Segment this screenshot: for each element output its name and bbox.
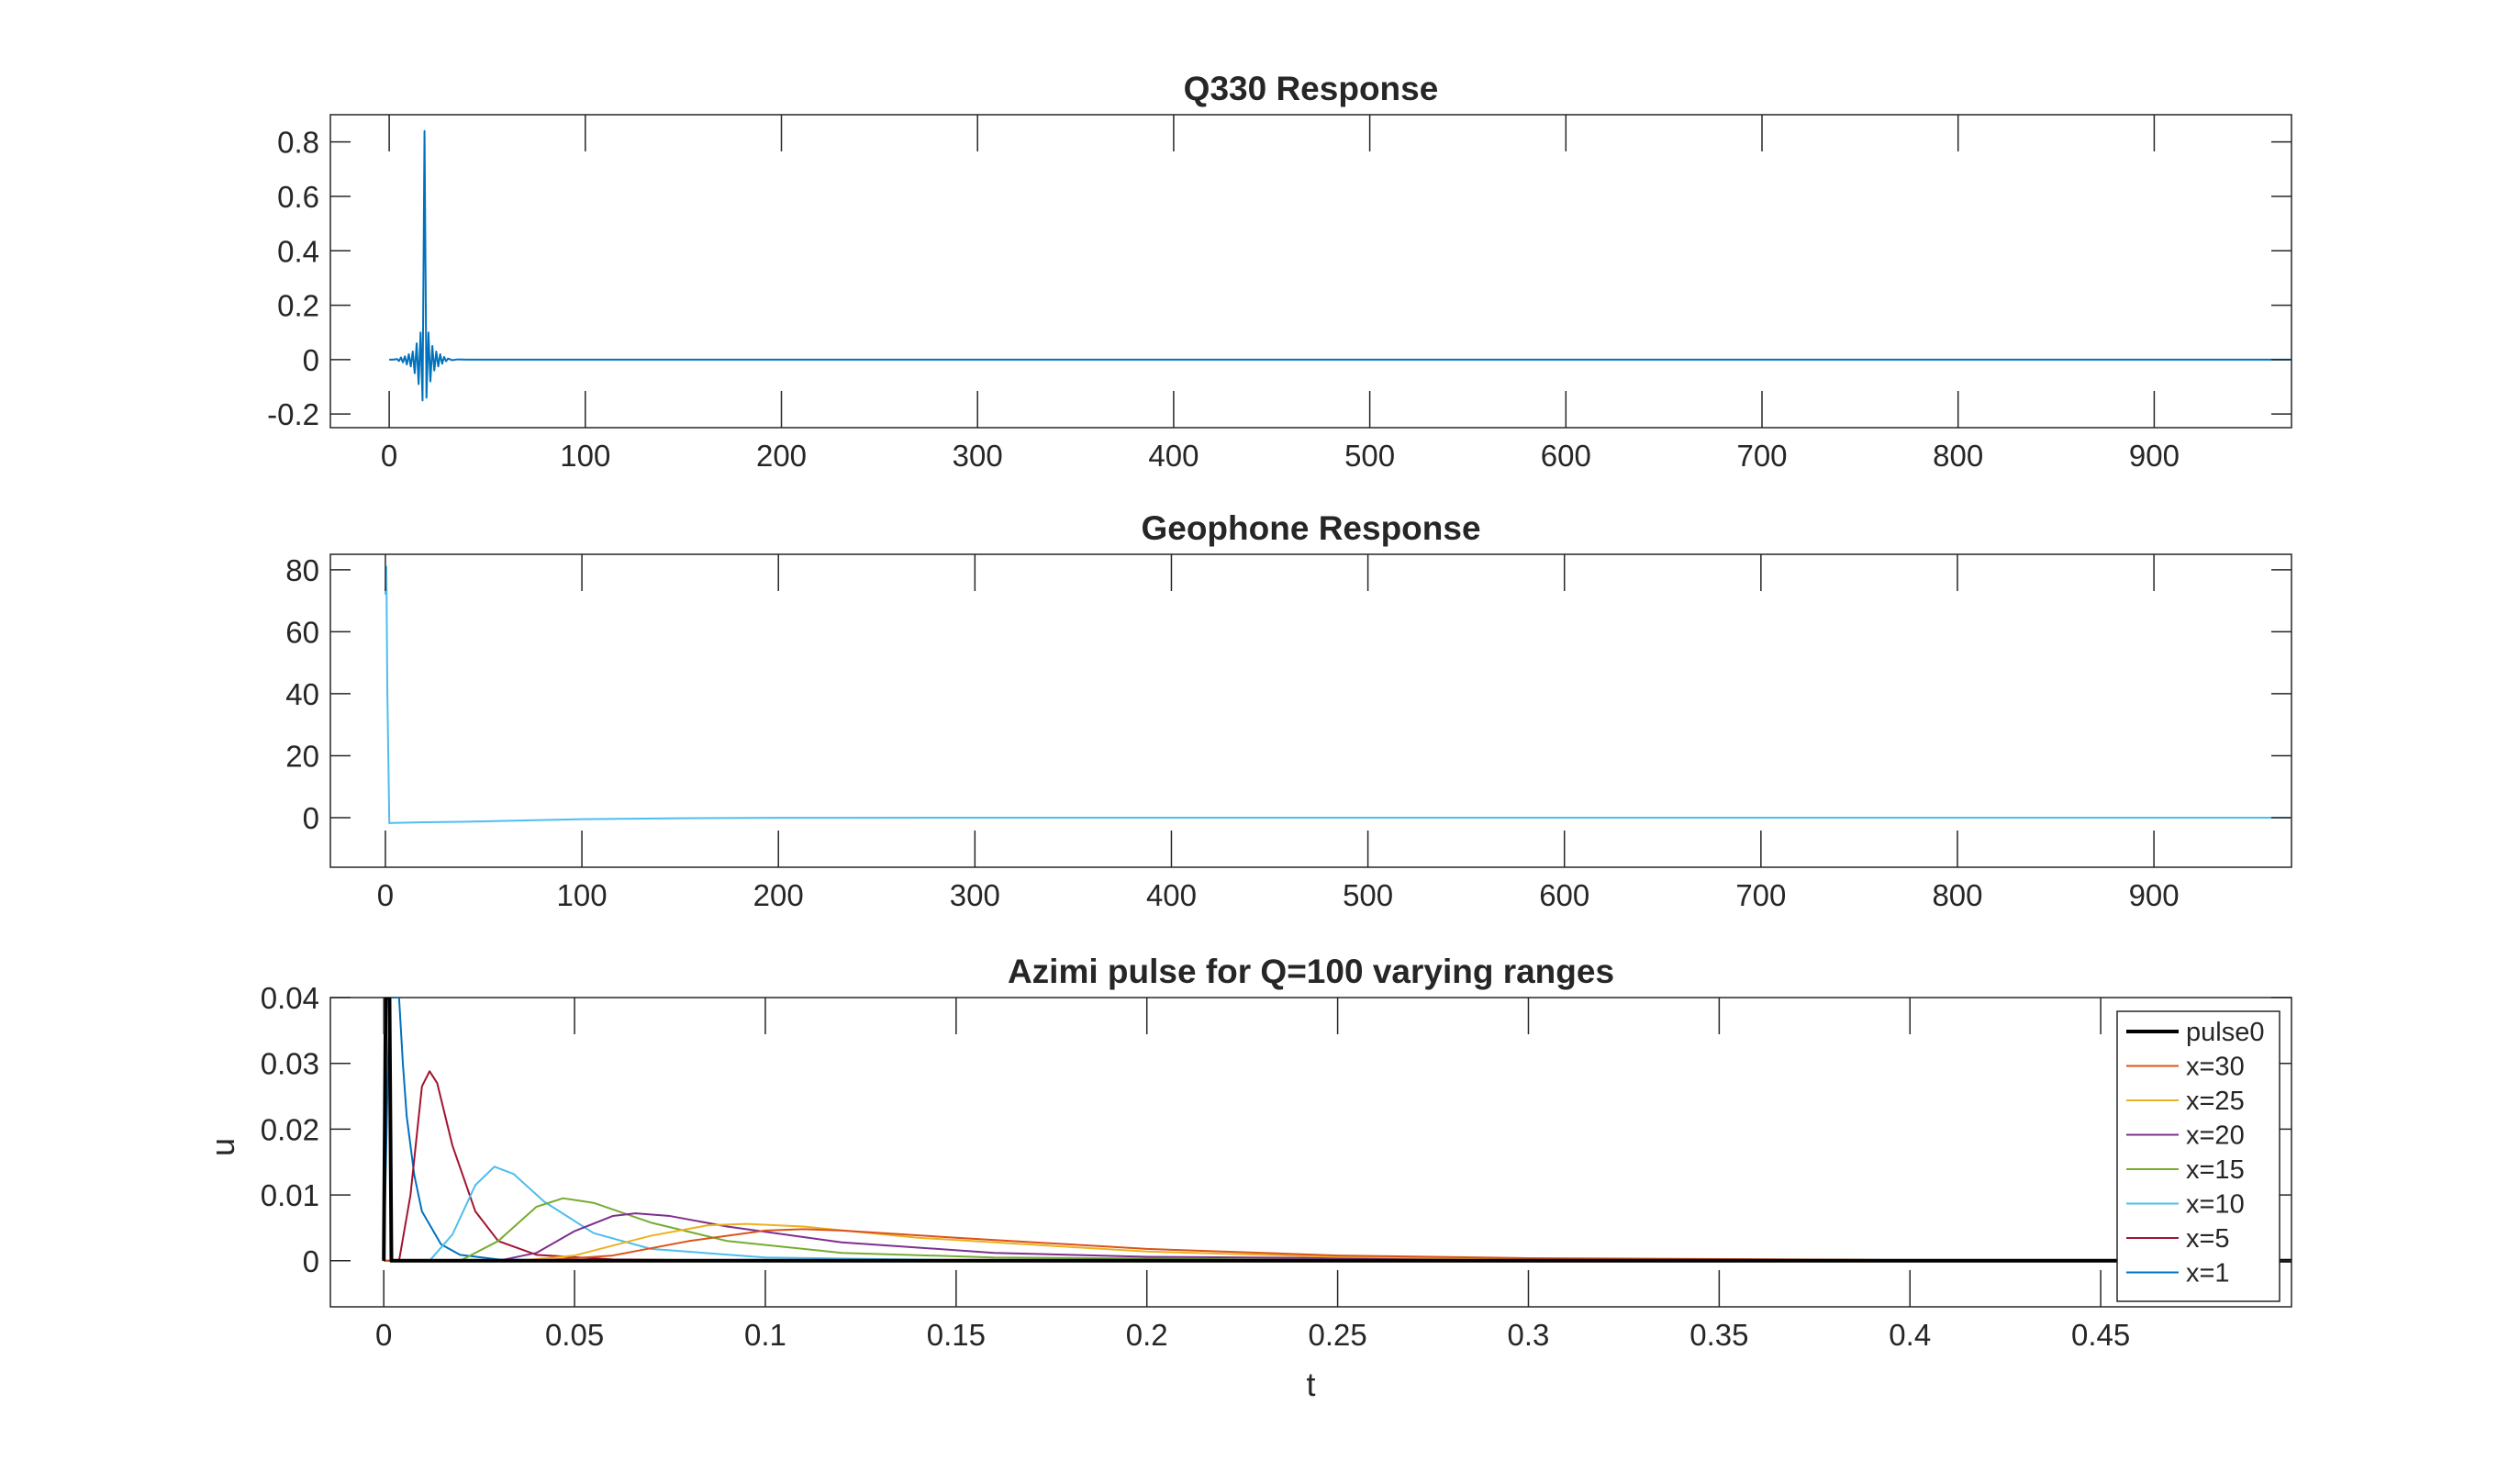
legend-entry: x=5 <box>2186 1224 2230 1254</box>
y-tick-label: 60 <box>285 615 319 649</box>
y-tick-label: 40 <box>285 677 319 711</box>
series-line-1 <box>384 565 2291 825</box>
x-tick-label: 300 <box>953 439 1003 473</box>
x-tick-label: 800 <box>1933 439 1983 473</box>
legend: pulse0 x=30 x=25 x=20 x=15 x=10 x=5 x=1 <box>2116 1010 2280 1302</box>
y-tick-label: 0.8 <box>277 126 319 160</box>
subplot-3: 0 0.05 0.1 0.15 0.2 0.25 0.3 0.35 0.4 0.45 0 0.01 0.… <box>204 953 2292 1403</box>
y-tick-label: 0.02 <box>261 1112 319 1146</box>
x-tick-label: 0.1 <box>744 1318 786 1352</box>
x-tick-label: 0.2 <box>1126 1318 1168 1352</box>
y-tick-label: 0.04 <box>261 981 319 1015</box>
x-axis-label: t <box>1306 1366 1315 1403</box>
chart-title: Q330 Response <box>1184 70 1439 107</box>
x-tick-label: 900 <box>2129 439 2180 473</box>
x-tick-label: 0.05 <box>545 1318 604 1352</box>
y-tick-label: 0.2 <box>277 289 319 323</box>
plot-area <box>389 129 2291 402</box>
x-tick-label: 800 <box>1932 878 1982 912</box>
legend-entry: pulse0 <box>2186 1018 2264 1047</box>
series-line-x-15 <box>384 1197 2291 1262</box>
x-tick-label: 100 <box>560 439 610 473</box>
y-tick-label: 80 <box>285 553 319 587</box>
series-line-1 <box>389 129 2291 402</box>
y-tick-label: 0.4 <box>277 234 319 268</box>
x-tick-label: 200 <box>756 439 807 473</box>
x-tick-label: 0.3 <box>1508 1318 1550 1352</box>
x-tick-label: 0.15 <box>927 1318 986 1352</box>
x-tick-label: 0.25 <box>1308 1318 1366 1352</box>
legend-entry: x=20 <box>2186 1121 2245 1151</box>
x-tick-label: 700 <box>1736 439 1787 473</box>
x-tick-label: 0.45 <box>2071 1318 2130 1352</box>
legend-entry: x=30 <box>2186 1053 2245 1082</box>
x-tick-label: 0.4 <box>1889 1318 1931 1352</box>
x-tick-label: 400 <box>1148 439 1199 473</box>
x-tick-label: 0.35 <box>1689 1318 1748 1352</box>
x-tick-label: 200 <box>753 878 804 912</box>
legend-entry: x=1 <box>2186 1259 2230 1288</box>
chart-title: Azimi pulse for Q=100 varying ranges <box>1008 953 1614 990</box>
legend-box <box>2116 1010 2280 1302</box>
x-tick-label: 400 <box>1146 878 1197 912</box>
y-tick-label: 0 <box>303 343 319 377</box>
series-line-x-30 <box>384 1228 2291 1262</box>
y-tick-label: 0.03 <box>261 1047 319 1081</box>
y-tick-label: 0 <box>303 801 319 835</box>
x-tick-label: 500 <box>1343 878 1393 912</box>
subplot-1: 0 100 200 300 400 500 600 700 800 900 -0.2 0 0.2 0.4 0… <box>267 70 2292 473</box>
series-line-pulse0 <box>382 998 2291 1263</box>
y-tick-label: -0.2 <box>267 397 319 431</box>
x-tick-label: 900 <box>2129 878 2180 912</box>
axes-box <box>329 114 2292 429</box>
legend-entry: x=15 <box>2186 1155 2245 1185</box>
x-tick-label: 300 <box>950 878 1000 912</box>
series-line-x-10 <box>384 1165 2291 1262</box>
x-tick-label: 100 <box>557 878 608 912</box>
plot-area <box>382 998 2291 1263</box>
axes-box <box>329 553 2292 868</box>
x-tick-label: 700 <box>1735 878 1786 912</box>
y-tick-label: 0.6 <box>277 180 319 214</box>
x-tick-label: 600 <box>1539 878 1589 912</box>
chart-title: Geophone Response <box>1141 509 1480 547</box>
x-tick-label: 0 <box>375 1318 392 1352</box>
x-tick-label: 600 <box>1541 439 1591 473</box>
y-tick-label: 0 <box>303 1244 319 1278</box>
legend-entry: x=10 <box>2186 1190 2245 1220</box>
x-tick-label: 500 <box>1344 439 1395 473</box>
plot-area <box>384 565 2291 825</box>
x-tick-label: 0 <box>381 439 397 473</box>
legend-entry: x=25 <box>2186 1087 2245 1116</box>
series-line-x-20 <box>384 1212 2291 1262</box>
y-axis-label: u <box>204 1138 241 1156</box>
y-tick-label: 0.01 <box>261 1178 319 1212</box>
x-tick-label: 0 <box>377 878 394 912</box>
subplot-2: 0 100 200 300 400 500 600 700 800 900 0 20 40 60 80 Geo… <box>285 509 2292 912</box>
y-tick-label: 20 <box>285 739 319 773</box>
